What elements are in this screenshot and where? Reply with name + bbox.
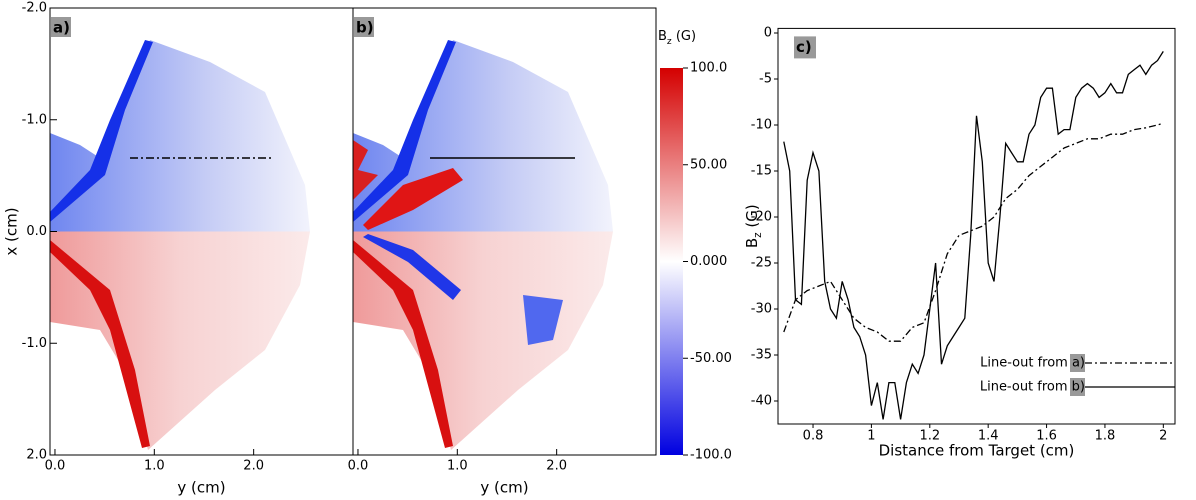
x-tick-label: 0.0 (45, 459, 66, 474)
series-line (783, 122, 1164, 342)
x-tick-label: 1.4 (978, 429, 999, 444)
y-axis-label-part: z (752, 232, 764, 238)
y-tick-label: 0 (764, 26, 772, 41)
panel-label: b) (356, 19, 374, 37)
y-axis-label-part: (G) (743, 204, 761, 232)
map-frame (352, 7, 657, 456)
field-red-spikes (353, 140, 378, 200)
x-tick-label: 1.0 (447, 459, 468, 474)
colorbar (660, 68, 683, 455)
x-axis-label: y (cm) (480, 479, 528, 497)
y-tick-label: -25 (751, 256, 772, 271)
x-tick-label: 1 (867, 429, 875, 444)
colorbar-title-part: z (667, 37, 672, 47)
legend-highlight (1070, 354, 1085, 372)
legend-label: Line-out from b) (980, 380, 1085, 395)
y-tick-label: -2.0 (22, 1, 47, 16)
panel-label: c) (796, 38, 812, 56)
x-tick-label: 2 (1159, 429, 1167, 444)
x-tick-label: 0.8 (803, 429, 824, 444)
y-tick-label: -35 (751, 348, 772, 363)
colorbar-title: Bz (G) (658, 29, 696, 47)
panel-label-bg (794, 36, 816, 59)
y-tick-label: -1.0 (22, 336, 47, 351)
field-edge-red (50, 240, 150, 448)
field-blue-jet (363, 234, 461, 300)
panel-label: a) (53, 19, 70, 37)
field-edge-blue (353, 40, 456, 222)
field-lower (50, 231, 310, 450)
colorbar-title-part: (G) (672, 29, 696, 44)
x-tick-label: 1.6 (1036, 429, 1057, 444)
colorbar-tick-label: -50.00 (690, 351, 732, 366)
field-edge-red (353, 240, 453, 448)
x-axis-label: Distance from Target (cm) (879, 442, 1075, 460)
y-tick-label: 0.0 (26, 224, 47, 239)
y-tick-label: -15 (751, 164, 772, 179)
legend-highlight (1070, 378, 1085, 396)
x-tick-label: 2.0 (243, 459, 264, 474)
field-upper (50, 40, 310, 232)
field-edge-blue (50, 40, 153, 222)
x-tick-label: 1.2 (919, 429, 940, 444)
field-red-jet (363, 168, 463, 230)
x-axis-label: y (cm) (177, 479, 225, 497)
y-axis-label: x (cm) (3, 207, 21, 255)
colorbar-tick-label: -100.0 (690, 448, 732, 463)
x-tick-label: 1.0 (144, 459, 165, 474)
y-axis-label: Bz (G) (743, 204, 765, 248)
series-line (783, 51, 1164, 420)
field-blue-patch (523, 295, 563, 345)
plot-frame (777, 27, 1176, 425)
panel-label-bg (51, 17, 71, 37)
y-axis-label-part: B (743, 238, 761, 248)
legend-label: Line-out from a) (980, 356, 1085, 371)
x-tick-label: 1.8 (1095, 429, 1116, 444)
y-tick-label: -40 (751, 394, 772, 409)
y-tick-label: -20 (751, 210, 772, 225)
colorbar-tick-label: 100.0 (690, 61, 727, 76)
colorbar-tick-label: 0.000 (690, 254, 727, 269)
x-tick-label: 2.0 (546, 459, 567, 474)
colorbar-title-part: B (658, 29, 667, 44)
y-tick-label: -5 (759, 72, 772, 87)
y-tick-label: 2.0 (26, 448, 47, 463)
y-tick-label: -30 (751, 302, 772, 317)
y-tick-label: -10 (751, 118, 772, 133)
panel-label-bg (354, 17, 374, 37)
y-tick-label: -1.0 (22, 112, 47, 127)
field-lower (353, 231, 613, 450)
colorbar-tick-label: 50.00 (690, 157, 727, 172)
x-tick-label: 0.0 (348, 459, 369, 474)
